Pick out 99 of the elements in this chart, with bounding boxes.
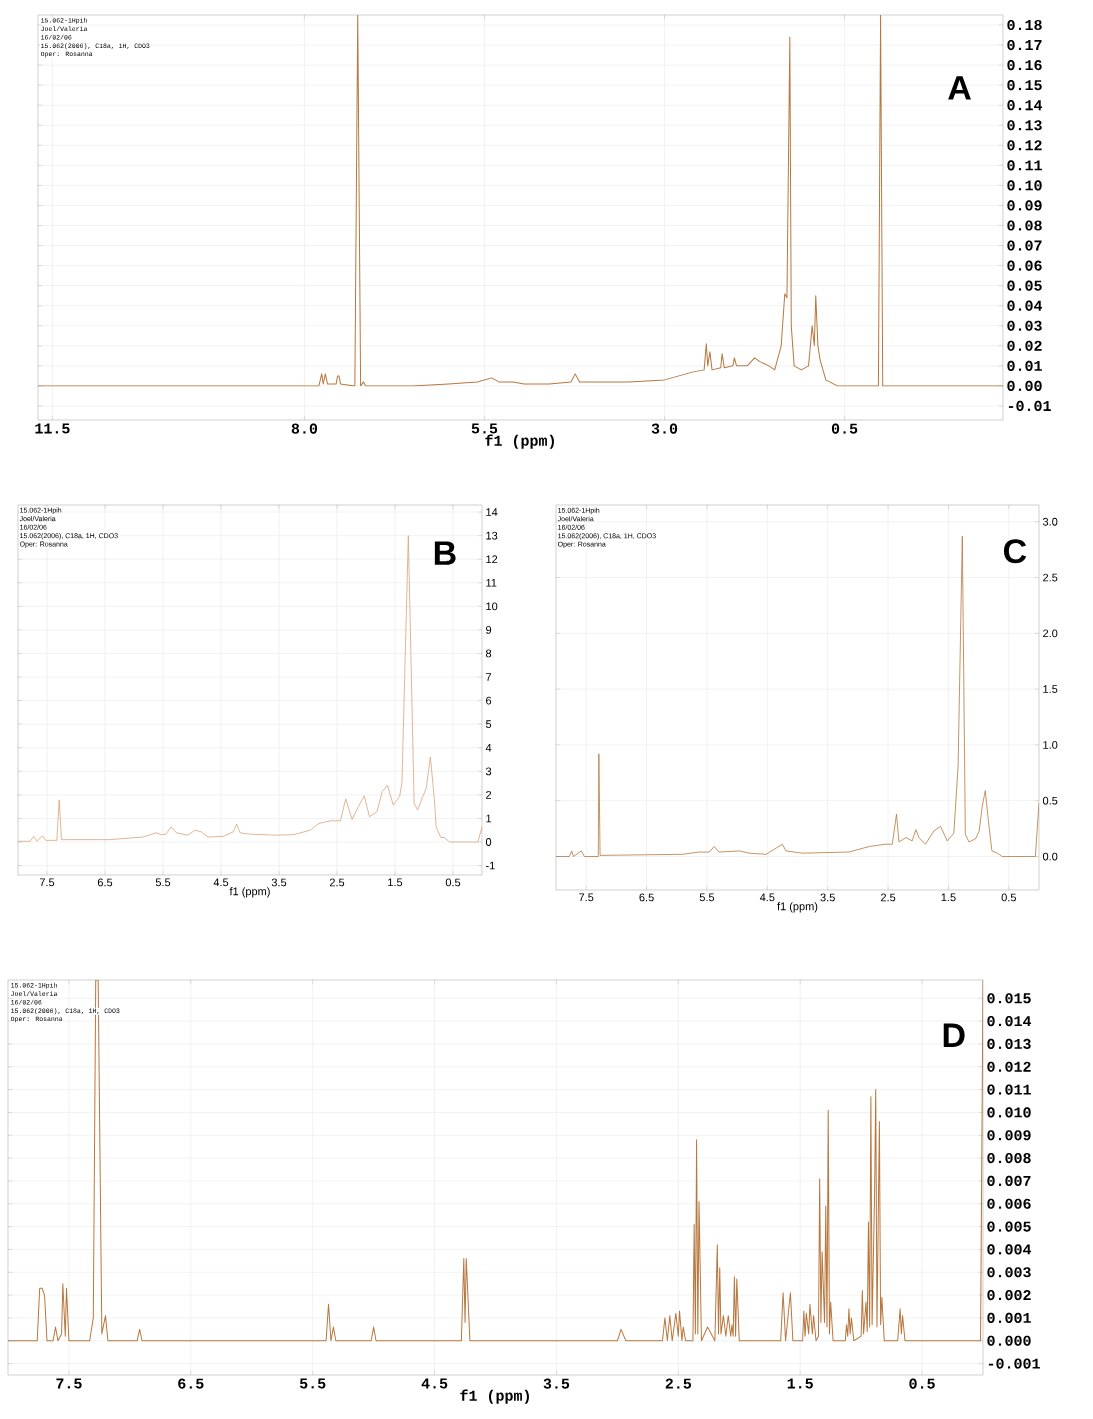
y-tick-label: 0.003	[987, 1267, 1031, 1278]
y-tick-label: 0.013	[987, 1038, 1031, 1050]
y-tick-label: 0.005	[987, 1221, 1031, 1232]
y-tick-label: -0.001	[988, 1358, 1040, 1369]
x-tick-label: 3.0	[651, 423, 678, 434]
y-tick-label: 2.5	[1043, 573, 1058, 582]
y-tick-label: 0.014	[987, 1016, 1032, 1027]
y-tick-label: 0.11	[1007, 160, 1042, 171]
y-tick-label: 2	[486, 791, 492, 799]
x-tick-label: 8.0	[291, 423, 318, 434]
y-tick-label: 4	[485, 743, 492, 752]
text: C	[1003, 539, 1027, 564]
x-tick-label: 4.5	[421, 1378, 448, 1389]
y-tick-label: 0.14	[1007, 100, 1043, 111]
y-tick-label: 0.07	[1007, 240, 1042, 251]
x-tick-label: 6.5	[97, 878, 113, 887]
y-tick-label: 8	[485, 649, 492, 658]
y-tick-label: 0.03	[1007, 320, 1042, 331]
x-tick-label: 7.5	[39, 878, 55, 887]
x-tick-label: 4.5	[759, 893, 775, 902]
y-tick-label: 10	[486, 602, 498, 611]
y-tick-label: 0.006	[987, 1198, 1031, 1209]
y-tick-label: 0.10	[1007, 180, 1042, 191]
y-tick-label: 0.010	[987, 1107, 1031, 1118]
x-tick-label: 4.5	[213, 878, 229, 887]
y-tick-label: 0.015	[987, 993, 1031, 1004]
x-tick-label: 2.5	[880, 893, 896, 902]
x-tick-label: 0.5	[831, 423, 858, 434]
x-tick-label: 1.5	[388, 878, 403, 887]
x-tick-label: 5.5	[471, 423, 498, 434]
text: D	[943, 1023, 965, 1047]
y-tick-label: 6	[486, 696, 492, 705]
x-tick-label: 6.5	[639, 893, 654, 902]
text: B	[434, 541, 456, 565]
x-tick-label: 6.5	[178, 1378, 204, 1389]
y-tick-label: 0.002	[987, 1289, 1031, 1301]
x-tick-label: 0.5	[909, 1378, 935, 1389]
y-tick-label: 0.13	[1007, 120, 1042, 131]
x-axis-title: f1 (ppm)	[229, 887, 270, 898]
x-tick-label: 1.5	[787, 1378, 813, 1389]
y-tick-label: 1.0	[1043, 741, 1058, 749]
y-tick-label: 0.01	[1007, 360, 1042, 371]
y-tick-label: 0.18	[1007, 19, 1042, 31]
x-tick-label: 5.5	[155, 878, 171, 887]
x-axis-title: f1 (ppm)	[460, 1389, 529, 1404]
y-tick-label: 0.08	[1007, 220, 1042, 231]
y-tick-label: 0.15	[1007, 80, 1042, 91]
x-axis-title: f1 (ppm)	[485, 434, 554, 449]
y-tick-label: 0.004	[987, 1244, 1032, 1255]
y-tick-label: 0.02	[1007, 340, 1042, 351]
text: A	[948, 76, 971, 100]
y-tick-label: 0.012	[987, 1061, 1031, 1072]
x-tick-label: 5.5	[699, 893, 715, 902]
y-tick-label: 1	[486, 814, 492, 823]
y-tick-label: 0.05	[1007, 280, 1042, 291]
y-tick-label: 0.5	[1042, 796, 1058, 805]
y-tick-label: 0.09	[1007, 200, 1042, 211]
y-tick-label: 2.0	[1043, 629, 1058, 638]
y-tick-label: 3	[485, 767, 492, 776]
x-tick-label: 5.5	[299, 1378, 326, 1389]
x-tick-label: 0.5	[445, 878, 461, 887]
y-tick-label: 11	[486, 578, 497, 587]
y-tick-label: 12	[486, 555, 498, 564]
y-tick-label: 0.16	[1007, 60, 1042, 71]
y-tick-label: 0.0	[1042, 852, 1058, 861]
y-tick-label: 5	[485, 720, 492, 729]
y-tick-label: 0.001	[987, 1312, 1031, 1323]
y-tick-label: 0.000	[987, 1335, 1031, 1346]
y-tick-label: 1.5	[1043, 685, 1058, 693]
y-tick-label: 0.011	[987, 1084, 1031, 1095]
x-tick-label: 2.5	[665, 1378, 692, 1389]
y-tick-label: 0.00	[1007, 380, 1042, 391]
y-tick-label: 0.06	[1007, 260, 1042, 271]
y-tick-label: -0.01	[1008, 400, 1051, 412]
x-tick-label: 3.5	[543, 1378, 570, 1389]
x-tick-label: 3.5	[271, 878, 287, 887]
y-tick-label: 0.17	[1007, 39, 1042, 51]
x-tick-label: 1.5	[941, 893, 956, 902]
y-tick-label: 0.04	[1007, 300, 1043, 311]
y-tick-label: 0.007	[987, 1175, 1031, 1187]
x-tick-label: 3.5	[820, 893, 835, 902]
x-tick-label: 11.5	[35, 423, 70, 434]
line-series	[17, 535, 482, 843]
y-tick-label: 9	[486, 626, 492, 634]
y-tick-label: -1	[486, 861, 495, 870]
y-tick-label: 0.008	[987, 1153, 1031, 1164]
x-tick-label: 7.5	[579, 893, 594, 902]
y-tick-label: 0.12	[1007, 140, 1042, 151]
line-series	[7, 980, 983, 1342]
y-tick-label: 13	[486, 531, 498, 540]
y-tick-label: 3.0	[1042, 517, 1058, 526]
x-tick-label: 2.5	[329, 878, 345, 887]
x-tick-label: 7.5	[56, 1378, 82, 1389]
line-series	[556, 535, 1039, 857]
y-tick-label: 0.009	[987, 1130, 1031, 1141]
y-tick-label: 0	[485, 838, 492, 846]
x-axis-title: f1 (ppm)	[777, 902, 818, 913]
y-tick-label: 7	[486, 673, 492, 681]
y-tick-label: 14	[486, 508, 498, 516]
